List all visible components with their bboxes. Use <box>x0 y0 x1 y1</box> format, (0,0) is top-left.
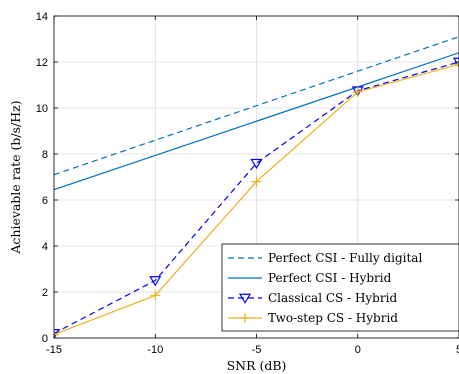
legend-marker-4 <box>240 313 250 323</box>
y-tick-label: 6 <box>42 195 48 207</box>
series-line-1 <box>54 36 459 176</box>
legend-marker-3 <box>238 293 252 304</box>
y-tick-label: 12 <box>36 57 48 69</box>
series-3-marker <box>452 57 459 68</box>
x-tick-label: 5 <box>456 344 459 356</box>
y-tick-label: 14 <box>36 11 48 23</box>
series-4-marker <box>352 86 363 97</box>
series-line-2 <box>54 52 459 191</box>
legend-label-3: Classical CS - Hybrid <box>268 291 397 305</box>
legend: Perfect CSI - Fully digital Perfect CSI -… <box>221 243 459 332</box>
series-4-marker <box>251 176 262 187</box>
x-axis-label: SNR (dB) <box>227 358 287 373</box>
y-tick-label: 4 <box>42 241 48 253</box>
ticks: -15 -10 -5 0 5 0 2 4 6 8 10 12 14 <box>36 11 459 356</box>
x-tick-label: -10 <box>147 344 163 356</box>
legend-label-2: Perfect CSI - Hybrid <box>268 271 392 285</box>
series-4-marker <box>150 290 161 301</box>
x-tick-label: -5 <box>252 344 262 356</box>
legend-label-1: Perfect CSI - Fully digital <box>268 251 422 265</box>
y-tick-label: 8 <box>42 149 48 161</box>
x-tick-label: 0 <box>355 344 361 356</box>
series-group <box>54 36 459 338</box>
x-tick-label: -15 <box>46 344 62 356</box>
series-4-marker <box>54 329 59 338</box>
y-axis-label: Achievable rate (b/s/Hz) <box>8 100 23 254</box>
y-tick-label: 2 <box>42 287 48 299</box>
series-3-marker <box>250 158 263 170</box>
y-tick-label: 10 <box>36 103 48 115</box>
y-tick-label: 0 <box>42 333 48 345</box>
series-3-marker <box>149 276 162 287</box>
legend-label-4: Two-step CS - Hybrid <box>268 311 398 325</box>
series-4-marker <box>454 59 459 70</box>
